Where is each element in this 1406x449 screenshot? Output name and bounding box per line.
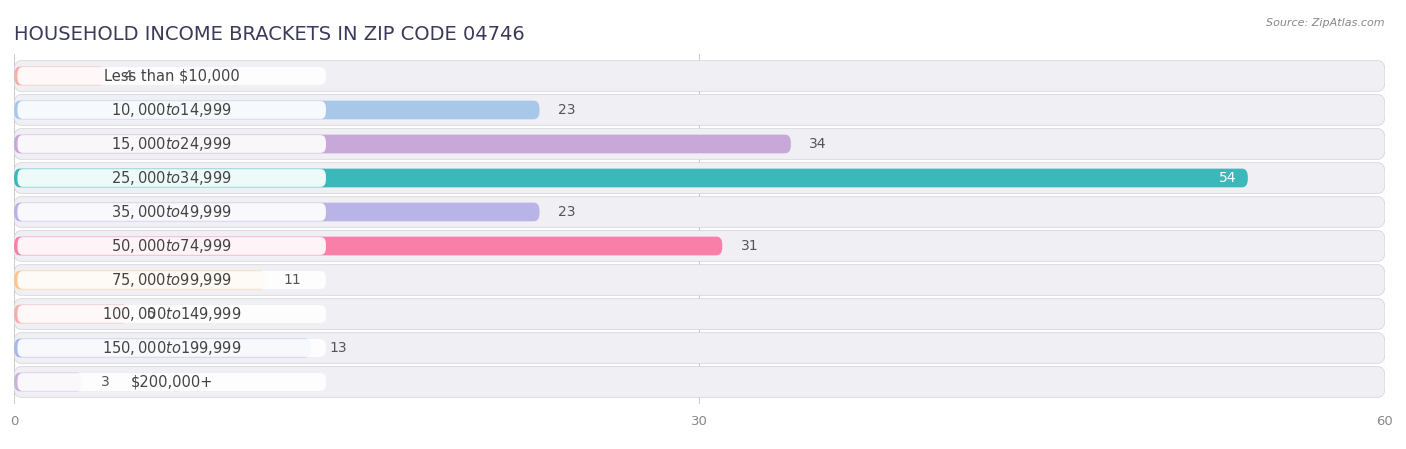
FancyBboxPatch shape (14, 237, 723, 255)
FancyBboxPatch shape (14, 231, 1385, 261)
FancyBboxPatch shape (14, 304, 128, 323)
FancyBboxPatch shape (17, 271, 326, 289)
FancyBboxPatch shape (14, 169, 1249, 187)
FancyBboxPatch shape (14, 95, 1385, 125)
Text: $100,000 to $149,999: $100,000 to $149,999 (103, 305, 242, 323)
FancyBboxPatch shape (17, 305, 326, 323)
Text: 23: 23 (558, 103, 575, 117)
FancyBboxPatch shape (17, 203, 326, 221)
FancyBboxPatch shape (17, 67, 326, 85)
FancyBboxPatch shape (17, 169, 326, 187)
FancyBboxPatch shape (14, 61, 1385, 91)
Text: 5: 5 (146, 307, 155, 321)
Text: 54: 54 (1219, 171, 1236, 185)
Text: $75,000 to $99,999: $75,000 to $99,999 (111, 271, 232, 289)
Text: 11: 11 (284, 273, 301, 287)
FancyBboxPatch shape (17, 373, 326, 391)
Text: 34: 34 (810, 137, 827, 151)
Text: Source: ZipAtlas.com: Source: ZipAtlas.com (1267, 18, 1385, 28)
Text: 23: 23 (558, 205, 575, 219)
Text: 3: 3 (101, 375, 110, 389)
FancyBboxPatch shape (14, 339, 311, 357)
FancyBboxPatch shape (14, 373, 83, 392)
Text: $150,000 to $199,999: $150,000 to $199,999 (103, 339, 242, 357)
FancyBboxPatch shape (17, 135, 326, 153)
FancyBboxPatch shape (14, 101, 540, 119)
FancyBboxPatch shape (14, 163, 1385, 193)
Text: $200,000+: $200,000+ (131, 374, 212, 389)
Text: Less than $10,000: Less than $10,000 (104, 69, 239, 84)
FancyBboxPatch shape (17, 237, 326, 255)
Text: $50,000 to $74,999: $50,000 to $74,999 (111, 237, 232, 255)
FancyBboxPatch shape (14, 299, 1385, 329)
Text: 4: 4 (124, 69, 132, 83)
Text: 13: 13 (329, 341, 347, 355)
FancyBboxPatch shape (14, 333, 1385, 363)
FancyBboxPatch shape (14, 129, 1385, 159)
FancyBboxPatch shape (14, 197, 1385, 227)
FancyBboxPatch shape (14, 265, 1385, 295)
FancyBboxPatch shape (14, 367, 1385, 397)
FancyBboxPatch shape (17, 339, 326, 357)
FancyBboxPatch shape (14, 202, 540, 221)
FancyBboxPatch shape (14, 271, 266, 289)
Text: $10,000 to $14,999: $10,000 to $14,999 (111, 101, 232, 119)
Text: $15,000 to $24,999: $15,000 to $24,999 (111, 135, 232, 153)
FancyBboxPatch shape (17, 101, 326, 119)
Text: 31: 31 (741, 239, 758, 253)
Text: $35,000 to $49,999: $35,000 to $49,999 (111, 203, 232, 221)
FancyBboxPatch shape (14, 66, 105, 85)
FancyBboxPatch shape (14, 135, 792, 154)
Text: $25,000 to $34,999: $25,000 to $34,999 (111, 169, 232, 187)
Text: HOUSEHOLD INCOME BRACKETS IN ZIP CODE 04746: HOUSEHOLD INCOME BRACKETS IN ZIP CODE 04… (14, 25, 524, 44)
